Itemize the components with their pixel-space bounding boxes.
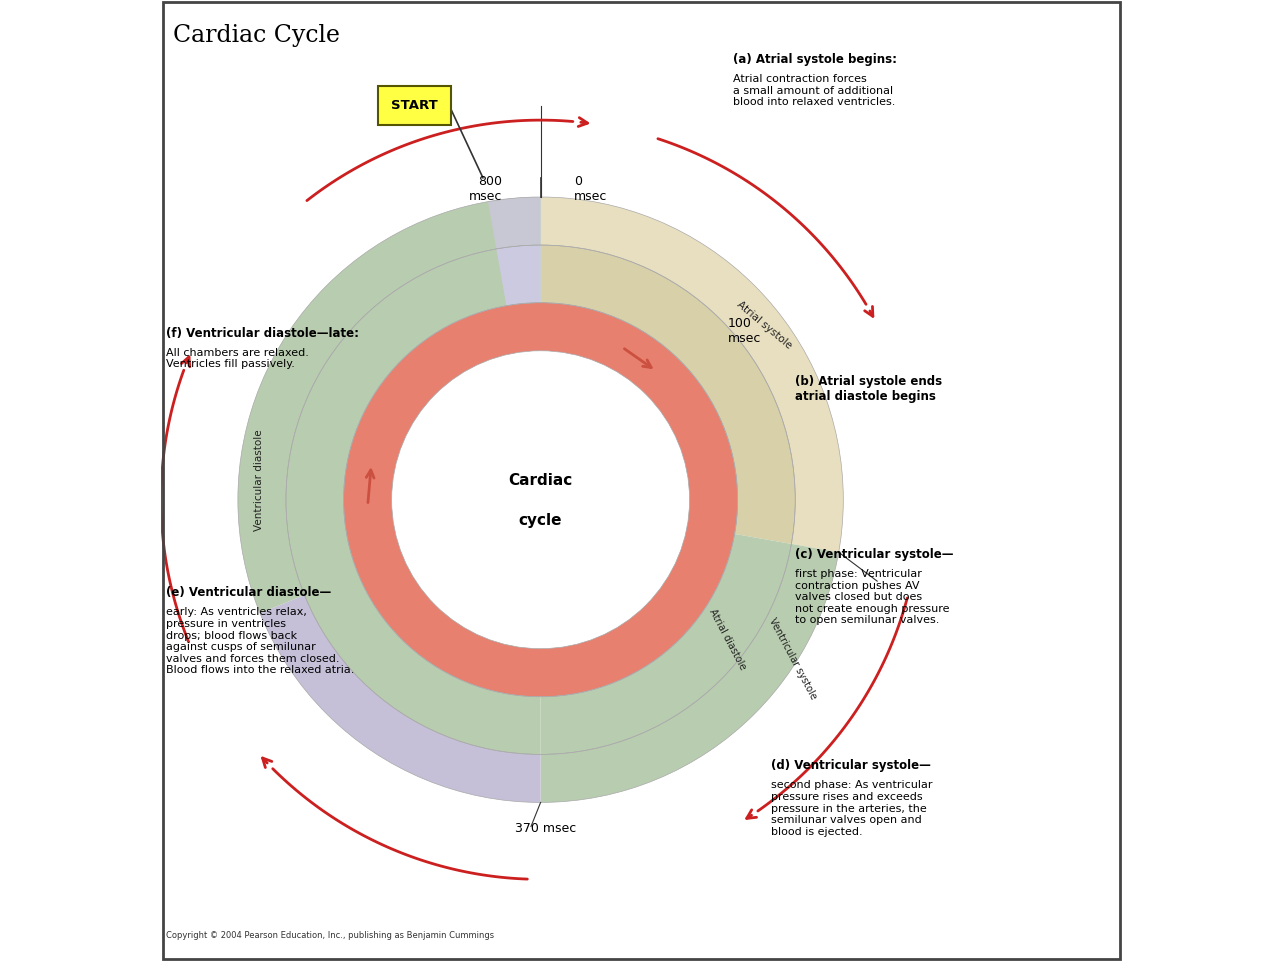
Text: Atrial systole: Atrial systole — [735, 300, 793, 351]
Polygon shape — [540, 544, 839, 802]
Text: second phase: As ventricular
pressure rises and exceeds
pressure in the arteries: second phase: As ventricular pressure ri… — [771, 780, 933, 837]
Text: Ventricular diastole: Ventricular diastole — [254, 430, 264, 531]
Text: Cardiac Cycle: Cardiac Cycle — [172, 24, 340, 47]
Text: Ventricular systole: Ventricular systole — [767, 616, 819, 701]
Text: All chambers are relaxed.
Ventricles fill passively.: All chambers are relaxed. Ventricles fil… — [166, 348, 309, 369]
Text: (f) Ventricular diastole—late:: (f) Ventricular diastole—late: — [166, 327, 359, 340]
Text: 800
msec: 800 msec — [468, 175, 502, 203]
Text: 370 msec: 370 msec — [514, 822, 576, 835]
Text: 0
msec: 0 msec — [575, 175, 608, 203]
Circle shape — [391, 351, 689, 649]
Polygon shape — [540, 245, 795, 544]
Polygon shape — [488, 197, 540, 249]
Text: (d) Ventricular systole—: (d) Ventricular systole— — [771, 759, 931, 773]
Text: first phase: Ventricular
contraction pushes AV
valves closed but does
not create: first phase: Ventricular contraction pus… — [795, 569, 949, 626]
Polygon shape — [260, 595, 540, 802]
Text: 100
msec: 100 msec — [727, 317, 761, 345]
Polygon shape — [540, 197, 843, 553]
Polygon shape — [286, 245, 540, 754]
Text: (e) Ventricular diastole—: (e) Ventricular diastole— — [166, 586, 331, 600]
Text: Cardiac: Cardiac — [508, 473, 572, 488]
Text: early: As ventricles relax,
pressure in ventricles
drops; blood flows back
again: early: As ventricles relax, pressure in … — [166, 607, 354, 676]
Text: Atrial diastole: Atrial diastole — [708, 607, 748, 671]
Text: (b) Atrial systole ends
atrial diastole begins: (b) Atrial systole ends atrial diastole … — [795, 375, 943, 403]
Polygon shape — [540, 534, 792, 754]
Circle shape — [344, 303, 738, 697]
Text: (c) Ventricular systole—: (c) Ventricular systole— — [795, 548, 953, 561]
Polygon shape — [237, 197, 540, 613]
Text: Copyright © 2004 Pearson Education, Inc., publishing as Benjamin Cummings: Copyright © 2004 Pearson Education, Inc.… — [166, 931, 494, 940]
Polygon shape — [497, 245, 540, 306]
Text: cycle: cycle — [518, 513, 562, 529]
Text: START: START — [391, 99, 438, 112]
FancyBboxPatch shape — [378, 86, 452, 125]
Text: Atrial contraction forces
a small amount of additional
blood into relaxed ventri: Atrial contraction forces a small amount… — [733, 74, 896, 108]
Text: (a) Atrial systole begins:: (a) Atrial systole begins: — [733, 53, 897, 66]
